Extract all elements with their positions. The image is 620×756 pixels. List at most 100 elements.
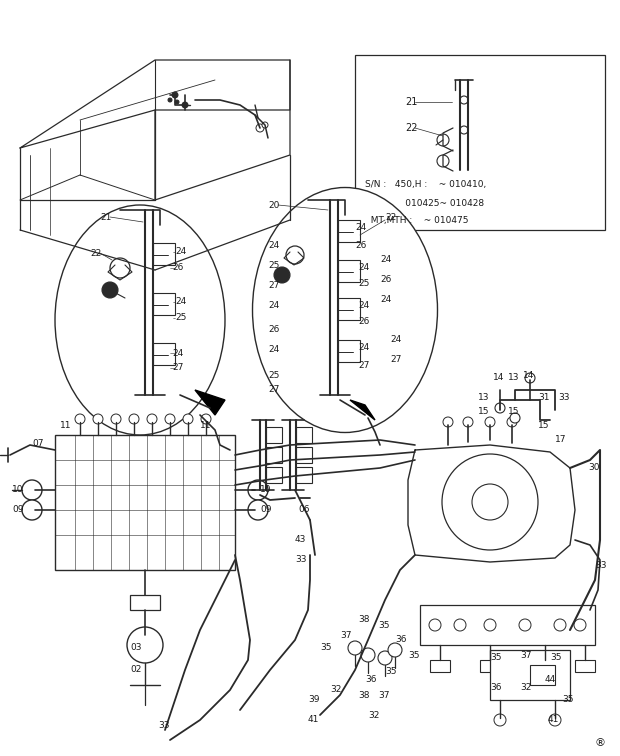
Text: 25: 25 [358,278,370,287]
Circle shape [201,414,211,424]
Text: 36: 36 [490,683,502,692]
Text: 41: 41 [548,715,559,724]
Text: 35: 35 [490,653,502,662]
Text: 09: 09 [12,506,24,515]
Circle shape [442,454,538,550]
Circle shape [574,619,586,631]
Text: 21: 21 [100,212,112,222]
Text: 35: 35 [320,643,332,652]
Circle shape [472,484,508,520]
Text: 24: 24 [358,302,370,311]
Ellipse shape [55,205,225,435]
Text: 30: 30 [588,463,600,472]
Text: 24: 24 [355,224,366,233]
Text: 35: 35 [408,650,420,659]
Text: 22: 22 [385,213,396,222]
Text: 24: 24 [175,247,186,256]
Bar [266,427,282,443]
Text: 10: 10 [12,485,24,494]
Bar [266,447,282,463]
Circle shape [248,500,268,520]
Text: 010425~ 010428: 010425~ 010428 [365,199,484,207]
Circle shape [388,643,402,657]
Text: 07: 07 [32,438,43,448]
Polygon shape [195,390,225,415]
Bar [266,467,282,483]
Circle shape [460,126,468,134]
Text: 32: 32 [368,711,379,720]
Text: 36: 36 [395,636,407,645]
Circle shape [22,500,42,520]
Text: 35: 35 [385,668,397,677]
Text: 35: 35 [378,621,389,630]
Text: 41: 41 [308,715,319,724]
Text: 24: 24 [358,264,370,272]
Circle shape [248,480,268,500]
Text: 27: 27 [268,386,280,395]
Text: 15: 15 [508,407,520,417]
Circle shape [93,414,103,424]
Text: 17: 17 [555,435,567,445]
Text: 27: 27 [268,280,280,290]
Text: 24: 24 [358,343,370,352]
Text: 37: 37 [378,690,389,699]
Text: 14: 14 [523,370,534,380]
Text: 27: 27 [172,364,184,373]
Text: 02: 02 [130,665,141,674]
Circle shape [182,102,188,108]
Text: 13: 13 [508,373,520,383]
Circle shape [437,155,449,167]
Text: 26: 26 [358,318,370,327]
Circle shape [507,417,517,427]
Bar [130,595,160,610]
Text: 11: 11 [60,420,71,429]
Bar [338,298,360,320]
Text: 31: 31 [538,394,549,402]
Bar [153,343,175,365]
Bar [430,660,450,672]
Circle shape [183,414,193,424]
Text: 32: 32 [330,686,342,695]
Bar [55,435,235,570]
Text: 26: 26 [172,264,184,272]
Bar [575,660,595,672]
Circle shape [127,627,163,663]
Circle shape [484,619,496,631]
Text: 24: 24 [268,240,279,249]
Text: 37: 37 [520,650,531,659]
Circle shape [22,480,42,500]
Bar [355,55,605,230]
Text: 32: 32 [520,683,531,692]
Circle shape [437,134,449,146]
Text: 27: 27 [358,361,370,370]
Text: 39: 39 [308,696,319,705]
Circle shape [147,414,157,424]
Circle shape [165,414,175,424]
Text: 09: 09 [260,506,272,515]
Bar [153,243,175,265]
Circle shape [554,619,566,631]
Circle shape [110,258,130,278]
Text: 44: 44 [545,676,556,684]
Text: 14: 14 [493,373,505,383]
Text: 15: 15 [478,407,490,417]
Circle shape [256,124,264,132]
Bar [480,660,500,672]
Circle shape [262,122,268,128]
Circle shape [361,648,375,662]
Circle shape [286,246,304,264]
Text: 21: 21 [405,97,417,107]
Text: 35: 35 [550,653,562,662]
Text: 33: 33 [295,556,306,565]
Text: 24: 24 [268,345,279,355]
Text: 26: 26 [355,240,366,249]
Circle shape [172,92,178,98]
Circle shape [443,417,453,427]
Text: 35: 35 [562,696,574,705]
Text: 25: 25 [175,314,187,323]
Polygon shape [350,400,375,420]
Text: 24: 24 [172,349,184,358]
Text: 26: 26 [380,275,391,284]
Text: 43: 43 [295,535,306,544]
Text: S/N :   450,H :    ~ 010410,: S/N : 450,H : ~ 010410, [365,181,486,190]
